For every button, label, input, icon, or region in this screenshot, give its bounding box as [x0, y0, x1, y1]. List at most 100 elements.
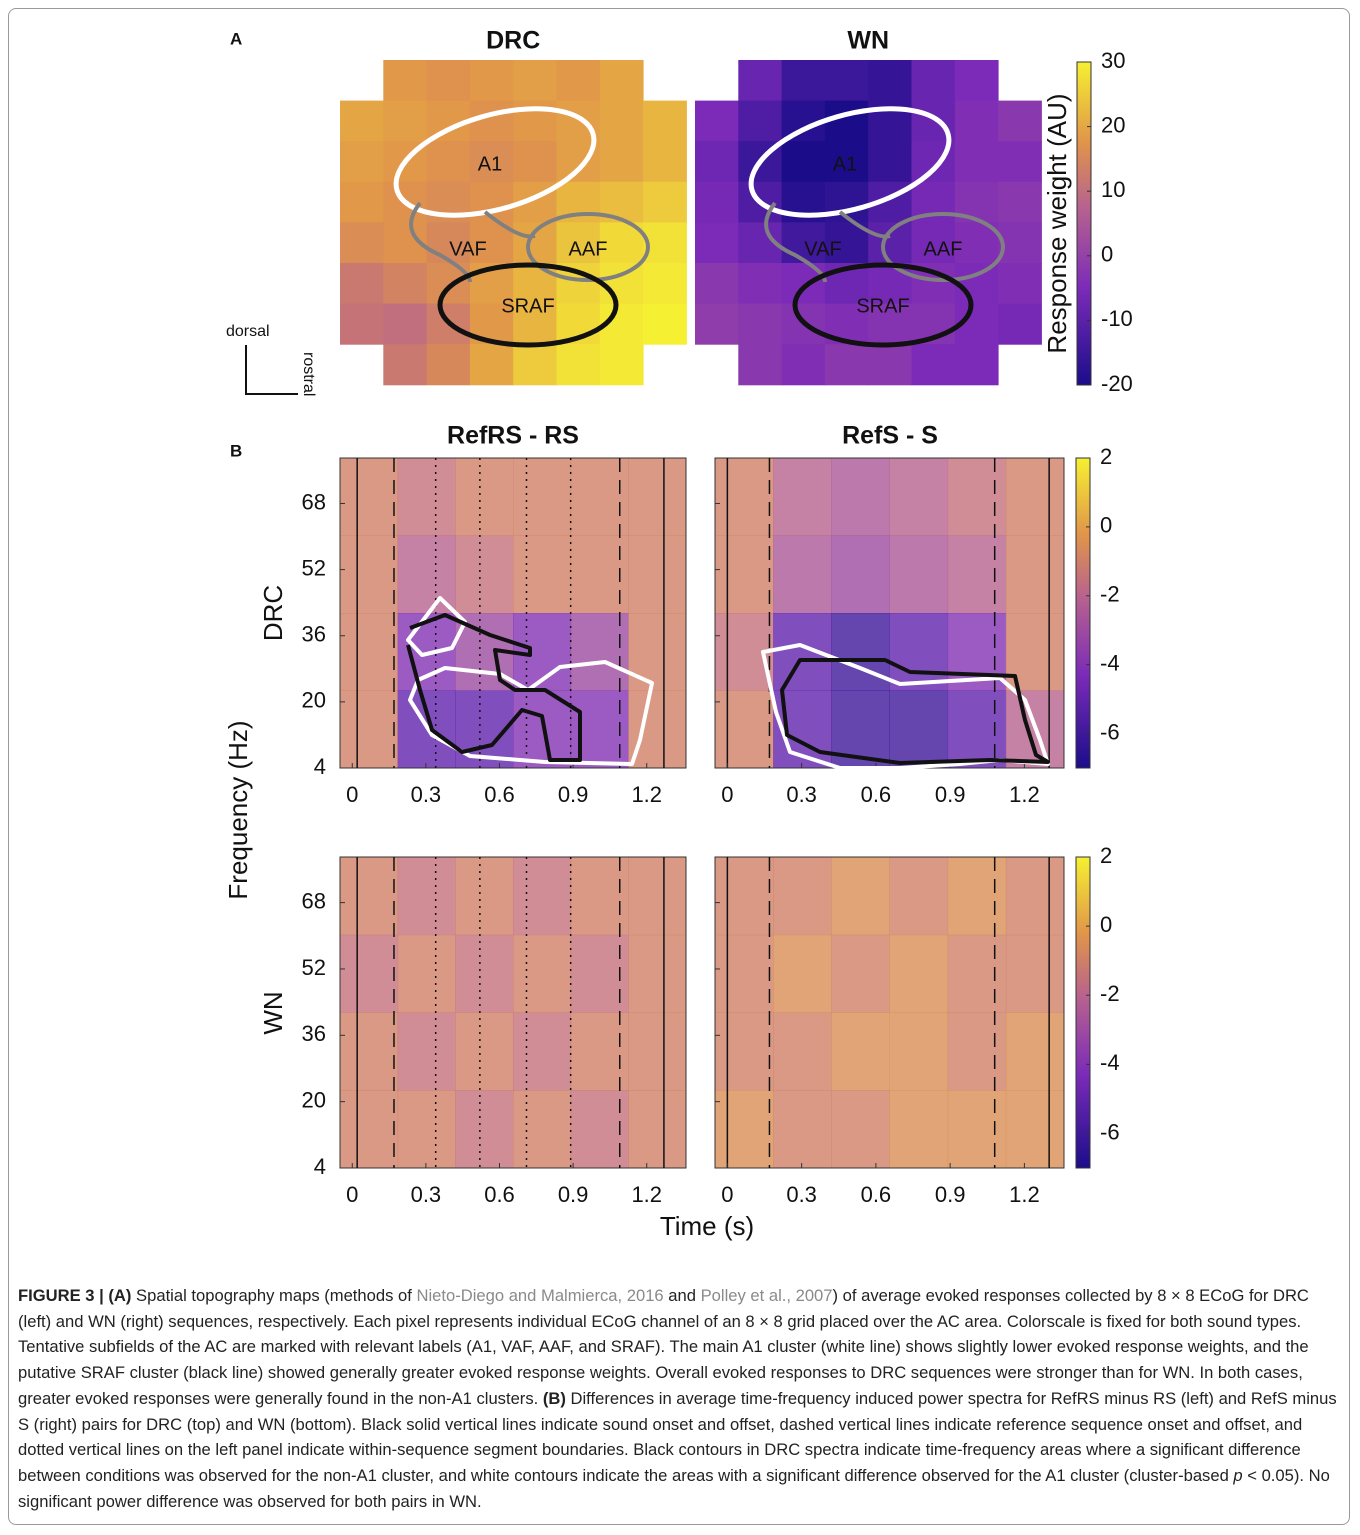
map-cell — [513, 344, 557, 386]
spectrum-cell — [1005, 934, 1065, 1013]
map-cell — [781, 222, 826, 264]
axes-frame — [339, 457, 687, 769]
map-cell — [556, 344, 601, 386]
citation-link[interactable]: Nieto-Diego and Malmierca, 2016 — [416, 1286, 664, 1305]
map-cell — [643, 303, 687, 345]
x-tick-label: 0 — [721, 782, 733, 807]
spectrum-cell — [455, 458, 514, 536]
column-title: RefS - S — [842, 422, 938, 450]
spectrum-cell — [1005, 857, 1065, 936]
spectrum-cell — [628, 1012, 687, 1091]
spectrum-cell — [513, 1012, 572, 1091]
panel-a: A DRC WN 30 20 10 0 -10 -20 Response weight (AU) — [230, 27, 1133, 396]
spectrum-cell — [947, 535, 1007, 614]
spectrum-cell — [889, 690, 949, 769]
colorbar-label: Response weight (AU) — [1042, 93, 1072, 353]
region-label: A1 — [833, 153, 857, 175]
spectrum-cell — [831, 535, 890, 614]
non-a1-contour — [406, 613, 582, 762]
colorbar — [1075, 457, 1091, 769]
spectrum-cell — [889, 613, 949, 691]
spectrum-cell — [628, 934, 687, 1013]
caption-text: Differences in average time-frequency in… — [18, 1388, 1337, 1485]
a1-contour — [408, 660, 654, 766]
aaf-outline — [526, 212, 650, 282]
map-cell — [426, 344, 471, 386]
a1-contour — [406, 596, 467, 657]
x-tick-label: 0.6 — [484, 1182, 515, 1207]
y-tick-label: 52 — [302, 555, 326, 580]
spectrum-cell — [773, 1012, 832, 1091]
spectrum-cell — [628, 535, 687, 614]
caption-symbol: p — [1233, 1465, 1243, 1485]
map-cell — [340, 222, 384, 264]
map-cell — [781, 60, 826, 102]
map-cell — [954, 263, 999, 305]
spectrum-cell — [513, 934, 572, 1013]
map-cell — [998, 303, 1042, 345]
spectrum-cell — [889, 857, 949, 936]
map-cell — [954, 100, 999, 142]
map-cell — [824, 344, 869, 386]
map-cell — [383, 344, 428, 386]
spectrum-cell — [455, 934, 514, 1013]
orientation-axes — [245, 345, 298, 395]
x-tick-label: 0.6 — [861, 782, 892, 807]
colorbar-tick-label: 2 — [1100, 444, 1112, 469]
map-cell — [998, 181, 1042, 223]
spectrum-cell — [628, 1090, 687, 1169]
spectrum-cell — [715, 934, 774, 1013]
panel-label: A — [230, 29, 242, 48]
map-cell — [824, 60, 869, 102]
map-cell — [643, 100, 687, 142]
y-tick-label: 36 — [302, 1021, 326, 1046]
x-tick-label: 1.2 — [631, 1182, 662, 1207]
spectrum-cell — [340, 535, 399, 614]
spectrum-cell — [889, 1090, 949, 1169]
spectrum-cell — [715, 690, 774, 769]
map-cell — [824, 100, 869, 142]
map-cell — [738, 303, 783, 345]
colorbar-tick-label: -2 — [1100, 981, 1120, 1006]
spectrum-cell — [831, 1012, 890, 1091]
map-cell — [469, 141, 514, 183]
map-cell — [868, 60, 912, 102]
spectrum-cell — [773, 1090, 832, 1169]
spectrum-cell — [715, 1090, 774, 1169]
x-tick-label: 1.2 — [1009, 1182, 1040, 1207]
x-axis-label: Time (s) — [660, 1211, 754, 1241]
colorbar-tick-label: 0 — [1100, 912, 1112, 937]
x-tick-label: 0.3 — [786, 782, 817, 807]
region-label: SRAF — [501, 295, 554, 317]
spectrum-cell — [340, 1090, 399, 1169]
spectrum-cell — [628, 613, 687, 691]
map-cell — [738, 344, 783, 386]
spectrum-cell — [513, 535, 572, 614]
map-cell — [738, 60, 783, 102]
map-cell — [599, 263, 644, 305]
spectrum-cell — [397, 535, 456, 614]
y-tick-label: 4 — [314, 1154, 326, 1179]
x-tick-label: 0.3 — [411, 1182, 442, 1207]
spectrum-cell — [1005, 1012, 1065, 1091]
overlay: A1 VAF AAF SRAF A1 VAF AAF SRAF dorsal r… — [226, 106, 1050, 770]
x-tick-label: 0.3 — [786, 1182, 817, 1207]
caption-text: < 0.05). No significant power difference… — [18, 1465, 1330, 1511]
spectrum-cell — [628, 458, 687, 536]
citation-link[interactable]: Polley et al., 2007 — [700, 1286, 833, 1305]
colorbar-tick-label: -6 — [1100, 719, 1120, 744]
map-cell — [868, 344, 912, 386]
caption-text: Spatial topography maps (methods of — [131, 1286, 417, 1305]
y-tick-label: 20 — [302, 688, 326, 713]
map-cell — [556, 60, 601, 102]
spectrum-cell — [947, 690, 1007, 769]
x-tick-label: 0.6 — [861, 1182, 892, 1207]
spectrum-cell — [889, 934, 949, 1013]
map-cell — [556, 222, 601, 264]
spectrum-cell — [1005, 458, 1065, 536]
map-cell — [738, 263, 783, 305]
map-cell — [911, 222, 956, 264]
row-label: WN — [258, 991, 288, 1034]
